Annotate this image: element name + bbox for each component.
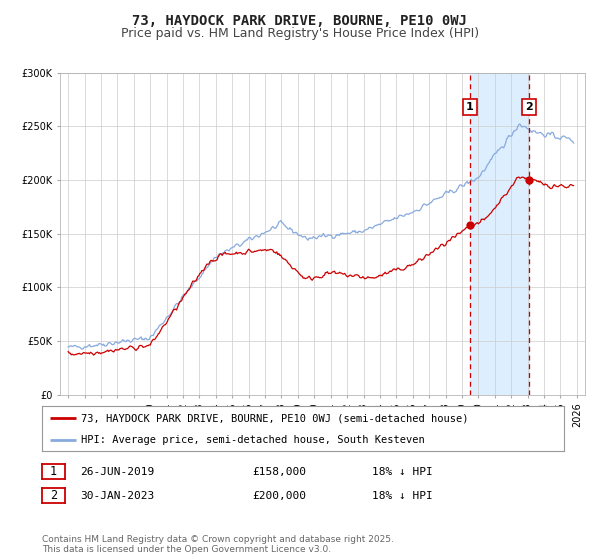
Text: £200,000: £200,000: [252, 491, 306, 501]
Text: HPI: Average price, semi-detached house, South Kesteven: HPI: Average price, semi-detached house,…: [81, 435, 425, 445]
Text: 1: 1: [466, 102, 474, 112]
Text: 18% ↓ HPI: 18% ↓ HPI: [372, 491, 433, 501]
Text: 18% ↓ HPI: 18% ↓ HPI: [372, 466, 433, 477]
Text: Price paid vs. HM Land Registry's House Price Index (HPI): Price paid vs. HM Land Registry's House …: [121, 27, 479, 40]
Bar: [470, 73, 529, 395]
Text: 30-JAN-2023: 30-JAN-2023: [80, 491, 154, 501]
Text: Contains HM Land Registry data © Crown copyright and database right 2025.
This d: Contains HM Land Registry data © Crown c…: [42, 535, 394, 554]
Text: 26-JUN-2019: 26-JUN-2019: [80, 466, 154, 477]
Text: 2: 2: [525, 102, 533, 112]
Text: 1: 1: [50, 465, 57, 478]
Text: 2: 2: [50, 489, 57, 502]
Text: 73, HAYDOCK PARK DRIVE, BOURNE, PE10 0WJ: 73, HAYDOCK PARK DRIVE, BOURNE, PE10 0WJ: [133, 14, 467, 28]
Text: 73, HAYDOCK PARK DRIVE, BOURNE, PE10 0WJ (semi-detached house): 73, HAYDOCK PARK DRIVE, BOURNE, PE10 0WJ…: [81, 413, 469, 423]
Text: £158,000: £158,000: [252, 466, 306, 477]
